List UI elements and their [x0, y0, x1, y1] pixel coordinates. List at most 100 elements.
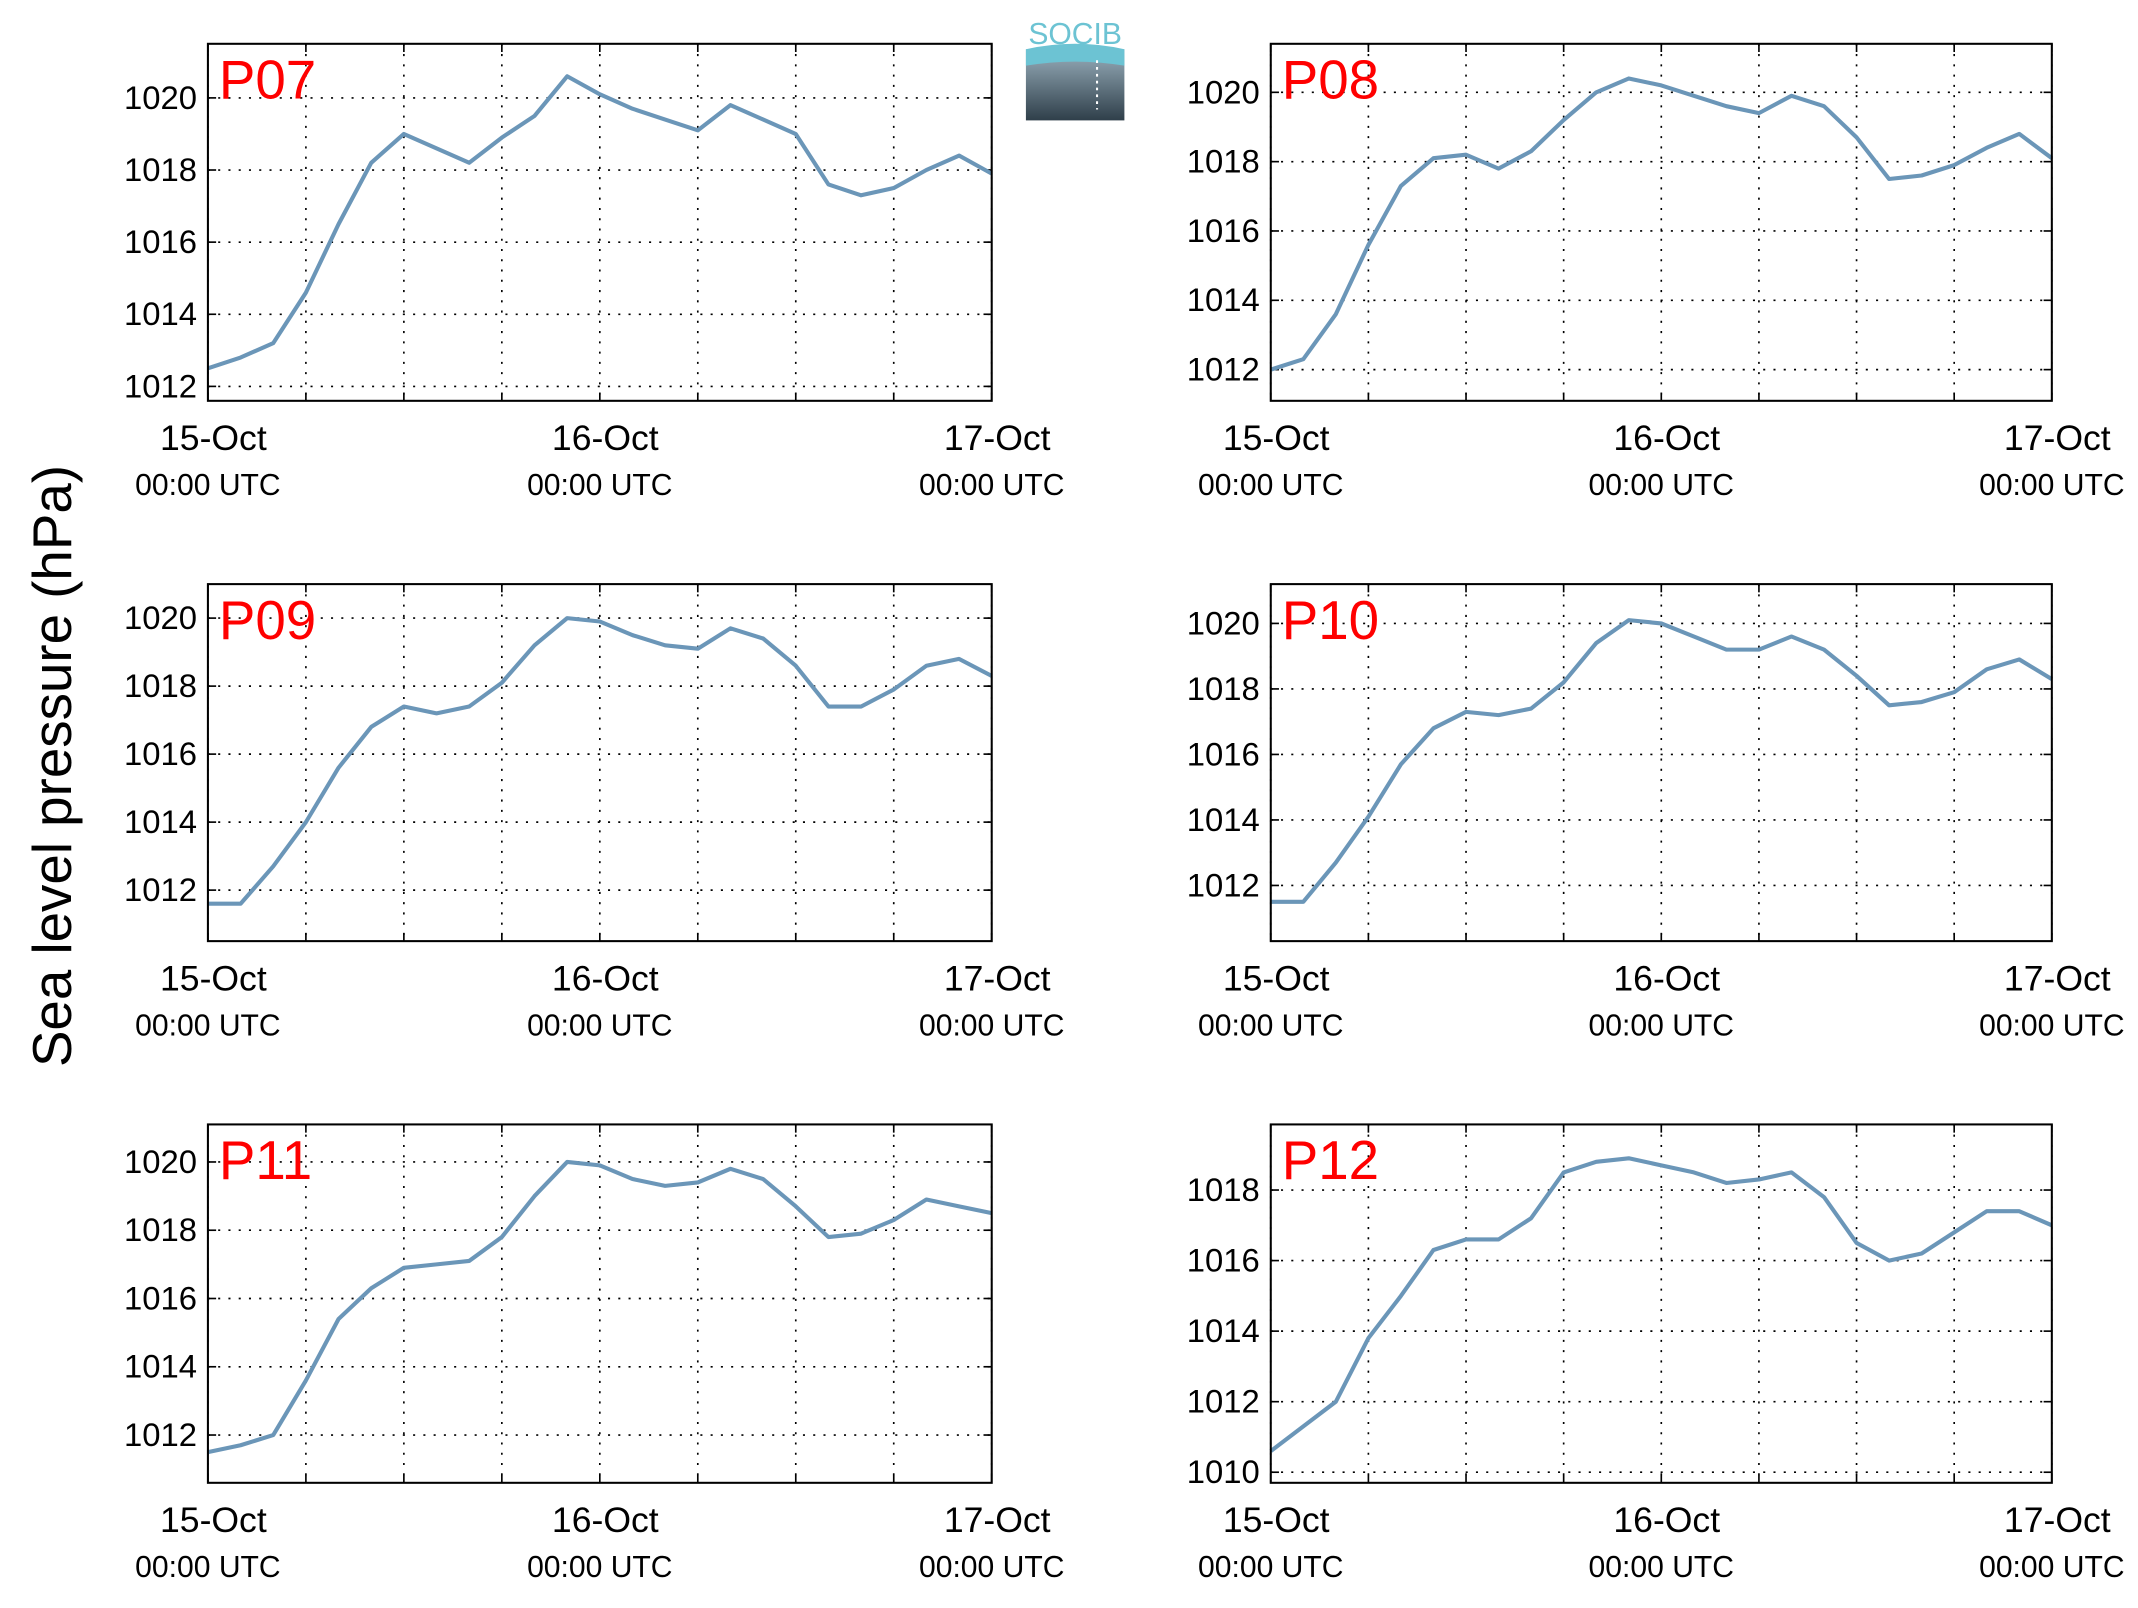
panel-title: P11: [219, 1129, 312, 1191]
y-tick-label: 1018: [1187, 670, 1260, 707]
x-tick-label: 17-Oct: [944, 958, 1051, 998]
y-tick-label: 1018: [124, 151, 197, 188]
panel-title: P09: [219, 589, 316, 651]
panel-title: P08: [1282, 49, 1379, 111]
x-tick-label: 17-Oct: [2004, 958, 2111, 998]
logo: SOCIB: [1025, 18, 1125, 121]
data-line: [1270, 76, 2054, 372]
y-tick-label: 1020: [1187, 604, 1260, 641]
x-tick-label: 00:00 UTC: [527, 1551, 672, 1584]
panel-title: P07: [219, 49, 316, 111]
x-tick-label: 00:00 UTC: [1198, 1010, 1343, 1043]
subplot: 1012 1014 1016 1018 1020 15-Oct 00:00 UTC 16-Oc…: [124, 42, 1064, 502]
x-tick-label: 16-Oct: [1613, 958, 1720, 998]
plot-area: [207, 43, 992, 401]
x-tick-label: 17-Oct: [944, 1500, 1051, 1540]
y-tick-label: 1018: [1187, 143, 1260, 180]
subplot: 1010 1012 1014 1016 1018 15-Oct 00:00 UTC 16-Oc…: [1187, 1123, 2125, 1584]
x-tick-label: 00:00 UTC: [1979, 1010, 2124, 1043]
y-tick-label: 1012: [124, 871, 197, 908]
x-tick-label: 16-Oct: [552, 1500, 659, 1540]
data-line: [207, 74, 993, 371]
y-tick-label: 1010: [1187, 1453, 1260, 1490]
y-tick-label: 1016: [1187, 1242, 1260, 1279]
axes-frame: [206, 583, 993, 943]
plot-area: [1270, 584, 2052, 942]
panel-title: P10: [1282, 589, 1379, 651]
y-tick-label: 1018: [124, 667, 197, 704]
data-line: [1269, 1156, 2053, 1453]
logo-text: SOCIB: [1028, 18, 1122, 51]
panel-title: P12: [1282, 1129, 1379, 1191]
x-tick-label: 00:00 UTC: [919, 469, 1064, 502]
x-tick-label: 16-Oct: [1613, 418, 1720, 458]
y-tick-label: 1014: [1187, 281, 1260, 318]
x-tick-label: 16-Oct: [552, 958, 659, 998]
y-tick-label: 1014: [1187, 1312, 1260, 1349]
x-tick-label: 15-Oct: [160, 1500, 267, 1540]
x-tick-label: 00:00 UTC: [135, 1010, 280, 1043]
y-tick-label: 1018: [1187, 1171, 1260, 1208]
x-tick-label: 16-Oct: [552, 418, 659, 458]
y-tick-label: 1012: [124, 1416, 197, 1453]
subplot: 1012 1014 1016 1018 1020 15-Oct 00:00 UTC 16-Oc…: [1187, 42, 2125, 502]
x-tick-label: 15-Oct: [160, 958, 267, 998]
x-tick-label: 17-Oct: [2004, 418, 2111, 458]
x-tick-label: 00:00 UTC: [1198, 1551, 1343, 1584]
y-tick-label: 1020: [124, 1143, 197, 1180]
x-tick-label: 17-Oct: [944, 418, 1051, 458]
y-tick-label: 1018: [124, 1211, 197, 1248]
y-tick-label: 1020: [1187, 73, 1260, 110]
plot-area: [207, 584, 992, 942]
x-tick-label: 00:00 UTC: [1589, 1010, 1734, 1043]
data-line: [1270, 618, 2053, 904]
y-tick-label: 1014: [1187, 801, 1260, 838]
y-axis-label: Sea level pressure (hPa): [21, 465, 83, 1067]
y-tick-label: 1016: [124, 735, 197, 772]
y-tick-label: 1012: [124, 367, 197, 404]
plot-area: [207, 1124, 992, 1483]
x-tick-label: 00:00 UTC: [919, 1551, 1064, 1584]
y-tick-label: 1012: [1187, 866, 1260, 903]
subplot: 1012 1014 1016 1018 1020 15-Oct 00:00 UTC 16-Oc…: [124, 1123, 1064, 1584]
y-tick-label: 1012: [1187, 1383, 1260, 1420]
data-line: [207, 1159, 993, 1455]
x-tick-label: 00:00 UTC: [527, 1010, 672, 1043]
x-tick-label: 17-Oct: [2004, 1500, 2111, 1540]
x-tick-label: 00:00 UTC: [919, 1010, 1064, 1043]
x-tick-label: 16-Oct: [1613, 1500, 1720, 1540]
axes-frame: [1269, 1123, 2053, 1484]
x-tick-label: 00:00 UTC: [527, 469, 672, 502]
y-tick-label: 1016: [1187, 735, 1260, 772]
x-tick-label: 15-Oct: [1223, 1500, 1330, 1540]
y-tick-label: 1020: [124, 599, 197, 636]
x-tick-label: 00:00 UTC: [135, 469, 280, 502]
x-tick-label: 15-Oct: [1223, 418, 1330, 458]
subplot: 1012 1014 1016 1018 1020 15-Oct 00:00 UTC 16-Oc…: [124, 583, 1064, 1043]
y-tick-label: 1016: [1187, 212, 1260, 249]
x-tick-label: 15-Oct: [160, 418, 267, 458]
y-tick-label: 1014: [124, 1348, 197, 1385]
logo-wave: [1025, 43, 1125, 66]
plot-area: [1270, 43, 2052, 401]
y-tick-label: 1016: [124, 223, 197, 260]
axes-frame: [206, 42, 993, 402]
x-tick-label: 00:00 UTC: [135, 1551, 280, 1584]
y-tick-label: 1014: [124, 803, 197, 840]
x-tick-label: 15-Oct: [1223, 958, 1330, 998]
y-tick-label: 1012: [1187, 351, 1260, 388]
x-tick-label: 00:00 UTC: [1198, 469, 1343, 502]
axes-frame: [1269, 583, 2053, 943]
axes-frame: [206, 1123, 993, 1484]
y-tick-label: 1020: [124, 79, 197, 116]
x-tick-label: 00:00 UTC: [1589, 1551, 1734, 1584]
data-line: [207, 616, 993, 906]
x-tick-label: 00:00 UTC: [1979, 469, 2124, 502]
axes-frame: [1269, 42, 2053, 402]
x-tick-label: 00:00 UTC: [1979, 1551, 2124, 1584]
y-tick-label: 1016: [124, 1279, 197, 1316]
subplot: 1012 1014 1016 1018 1020 15-Oct 00:00 UTC 16-Oc…: [1187, 583, 2125, 1043]
plot-area: [1270, 1124, 2052, 1483]
